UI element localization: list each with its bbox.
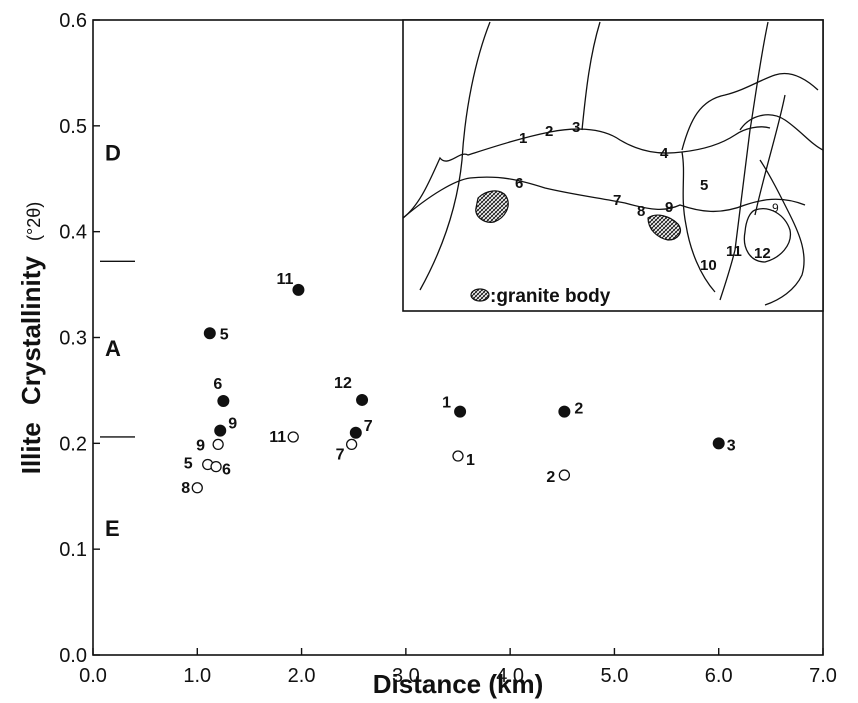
y-tick-label: 0.3 [59,328,87,350]
filled-point [292,283,305,296]
open-point-label: 1 [466,452,475,469]
filled-point [217,395,230,407]
inset-fault-3 [719,21,769,301]
x-tick-label: 1.0 [183,665,211,687]
y-axis-title-part-1: Illite [16,422,46,474]
inset-fault-2 [581,21,601,131]
zone-labels: D A E [105,140,121,541]
inset-site-number: 5 [700,177,708,194]
inset-north-boundary [402,126,771,219]
filled-point-label: 3 [727,437,736,454]
open-point [345,438,358,451]
zone-label-e: E [105,516,120,541]
y-tick-label: 0.0 [59,645,87,667]
filled-point [712,437,725,450]
open-point-label: 7 [336,446,345,463]
open-point [191,482,203,494]
filled-point [558,405,571,418]
open-point [558,469,571,481]
inset-site-number: 12 [754,245,771,262]
filled-point [214,424,227,437]
y-axis-title-part-2: Crystallinity [16,256,46,405]
inset-site-number: 7 [613,192,621,209]
filled-point-label: 2 [574,401,583,418]
x-axis: 0.0 1.0 2.0 3.0 4.0 5.0 6.0 7.0 [79,648,837,687]
filled-point [454,405,467,418]
open-point-label: 5 [184,456,193,473]
inset-site-number: 1 [519,130,527,147]
granite-legend-swatch [470,288,490,302]
filled-point-label: 5 [220,326,229,343]
filled-point-label: 9 [228,416,237,433]
open-point [210,460,222,473]
x-tick-label: 5.0 [601,665,629,687]
filled-point [356,393,369,406]
open-point-label: 8 [181,480,190,497]
inset-site-number: 10 [700,257,717,274]
inset-fault-4 [754,94,786,216]
inset-site-number: 11 [726,243,742,260]
open-point-label: 9 [196,437,205,454]
filled-point [203,327,216,340]
inset-east-block [681,72,824,306]
x-tick-label: 7.0 [809,665,837,687]
inset-south-boundary [402,176,806,219]
filled-point [349,426,362,439]
inset-site-number: 2 [545,123,553,140]
inset-lobe [743,208,792,263]
inset-site-number: 4 [660,145,669,162]
inset-site-number: 9 [665,199,673,216]
inset-site-number: 3 [572,119,580,136]
y-tick-label: 0.4 [59,222,87,244]
y-tick-label: 0.1 [59,539,87,561]
open-point-label: 11 [269,429,286,446]
x-axis-title: Distance (km) [373,669,544,699]
y-tick-label: 0.2 [59,433,87,455]
inset-granite-body-east [647,214,681,241]
x-tick-label: 4.0 [496,665,524,687]
filled-point-label: 1 [442,395,451,412]
zone-label-d: D [105,140,121,165]
open-point-label: 6 [222,462,231,479]
open-point [287,431,299,443]
zone-label-a: A [105,336,121,361]
inset-site-number: 8 [637,203,645,220]
granite-legend-label: :granite body [490,286,611,307]
x-tick-label: 3.0 [392,665,420,687]
inset-site-number: 6 [515,175,523,192]
y-axis: 0.0 0.1 0.2 0.3 0.4 0.5 0.6 [59,10,100,667]
y-axis-title-part-3: (°2θ) [24,202,44,241]
x-tick-label: 0.0 [79,665,107,687]
y-tick-label: 0.5 [59,116,87,138]
inset-site-number: 9 [772,201,779,215]
inset-fault-1 [419,21,491,291]
y-tick-label: 0.6 [59,10,87,32]
filled-point-label: 7 [364,418,373,435]
x-tick-label: 6.0 [705,665,733,687]
inset-granite-body-west [475,190,509,223]
x-tick-label: 2.0 [288,665,316,687]
open-point [452,450,464,462]
open-point [212,438,224,451]
zone-boundaries [100,260,135,438]
filled-point-label: 11 [276,271,293,288]
filled-point-label: 12 [334,375,352,392]
inset-frame [402,19,824,312]
filled-point-label: 6 [213,376,222,393]
y-axis-title: Illite Crystallinity (°2θ) [16,202,46,475]
open-point-label: 2 [546,469,555,486]
